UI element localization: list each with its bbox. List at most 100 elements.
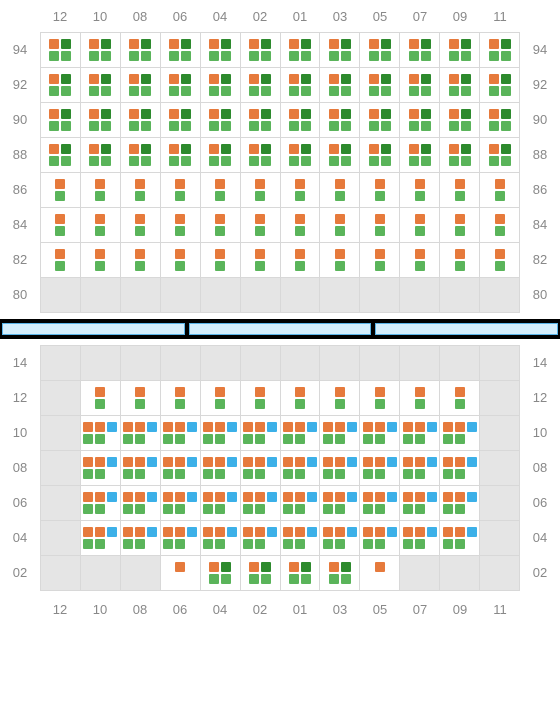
marker-orange xyxy=(163,527,173,537)
grid-cell xyxy=(400,416,440,451)
marker-green xyxy=(249,86,259,96)
marker-green xyxy=(49,156,59,166)
marker-green xyxy=(129,51,139,61)
grid-cell xyxy=(400,243,440,278)
marker-orange xyxy=(455,249,465,259)
marker-orange xyxy=(255,249,265,259)
marker-orange xyxy=(215,179,225,189)
grid-cell xyxy=(480,346,520,381)
marker-green xyxy=(295,504,305,514)
grid-cell xyxy=(121,278,161,313)
marker-darkgreen xyxy=(461,144,471,154)
marker-orange xyxy=(335,179,345,189)
grid-cell xyxy=(440,68,480,103)
marker-orange xyxy=(249,562,259,572)
column-label: 08 xyxy=(120,602,160,617)
marker-orange xyxy=(255,492,265,502)
marker-darkgreen xyxy=(461,109,471,119)
marker-green xyxy=(443,434,453,444)
grid-cell xyxy=(81,521,121,556)
grid-cell xyxy=(320,521,360,556)
marker-green xyxy=(141,51,151,61)
grid-cell xyxy=(121,173,161,208)
marker-orange xyxy=(215,457,225,467)
marker-green xyxy=(409,156,419,166)
grid-cell xyxy=(480,521,520,556)
grid-cell xyxy=(360,346,400,381)
marker-green xyxy=(203,434,213,444)
marker-green xyxy=(175,261,185,271)
marker-green xyxy=(89,121,99,131)
marker-green xyxy=(335,504,345,514)
grid-cell xyxy=(400,103,440,138)
marker-orange xyxy=(243,527,253,537)
marker-green xyxy=(489,51,499,61)
grid-cell xyxy=(121,451,161,486)
marker-orange xyxy=(295,214,305,224)
marker-green xyxy=(169,51,179,61)
marker-orange xyxy=(403,422,413,432)
marker-orange xyxy=(289,562,299,572)
marker-green xyxy=(295,226,305,236)
marker-darkgreen xyxy=(421,144,431,154)
marker-green xyxy=(421,86,431,96)
grid-cell xyxy=(480,556,520,591)
marker-darkgreen xyxy=(221,109,231,119)
marker-blue xyxy=(427,457,437,467)
marker-green xyxy=(243,434,253,444)
marker-darkgreen xyxy=(101,144,111,154)
column-label: 05 xyxy=(360,602,400,617)
grid-cell xyxy=(440,33,480,68)
marker-orange xyxy=(175,562,185,572)
marker-orange xyxy=(175,527,185,537)
marker-orange xyxy=(243,422,253,432)
row-label: 92 xyxy=(520,67,560,102)
marker-orange xyxy=(295,179,305,189)
marker-green xyxy=(61,156,71,166)
grid-cell xyxy=(41,243,81,278)
marker-green xyxy=(283,434,293,444)
marker-green xyxy=(181,51,191,61)
grid-cell xyxy=(201,486,241,521)
marker-blue xyxy=(467,422,477,432)
row-label: 90 xyxy=(0,102,40,137)
marker-orange xyxy=(283,422,293,432)
grid-cell xyxy=(281,381,321,416)
marker-orange xyxy=(289,109,299,119)
marker-green xyxy=(261,121,271,131)
grid-cell xyxy=(281,243,321,278)
grid-cell xyxy=(400,486,440,521)
grid-cell xyxy=(161,416,201,451)
marker-orange xyxy=(455,527,465,537)
marker-green xyxy=(255,539,265,549)
marker-green xyxy=(375,261,385,271)
bottom-row-labels-left: 14121008060402 xyxy=(0,345,40,590)
marker-empty xyxy=(187,469,197,479)
grid-cell xyxy=(121,138,161,173)
marker-darkgreen xyxy=(61,39,71,49)
marker-orange xyxy=(489,39,499,49)
marker-blue xyxy=(107,527,117,537)
marker-green xyxy=(461,86,471,96)
marker-blue xyxy=(307,527,317,537)
grid-cell xyxy=(281,103,321,138)
marker-green xyxy=(255,504,265,514)
grid-cell xyxy=(161,68,201,103)
marker-blue xyxy=(347,422,357,432)
marker-orange xyxy=(55,249,65,259)
marker-orange xyxy=(83,457,93,467)
marker-green xyxy=(289,156,299,166)
top-row-labels-right: 9492908886848280 xyxy=(520,32,560,312)
marker-green xyxy=(95,504,105,514)
marker-orange xyxy=(95,492,105,502)
marker-green xyxy=(49,121,59,131)
marker-orange xyxy=(83,422,93,432)
marker-empty xyxy=(427,469,437,479)
grid-cell xyxy=(281,521,321,556)
marker-blue xyxy=(147,492,157,502)
row-label: 86 xyxy=(0,172,40,207)
marker-green xyxy=(421,51,431,61)
row-label: 86 xyxy=(520,172,560,207)
marker-orange xyxy=(295,387,305,397)
grid-cell xyxy=(41,103,81,138)
